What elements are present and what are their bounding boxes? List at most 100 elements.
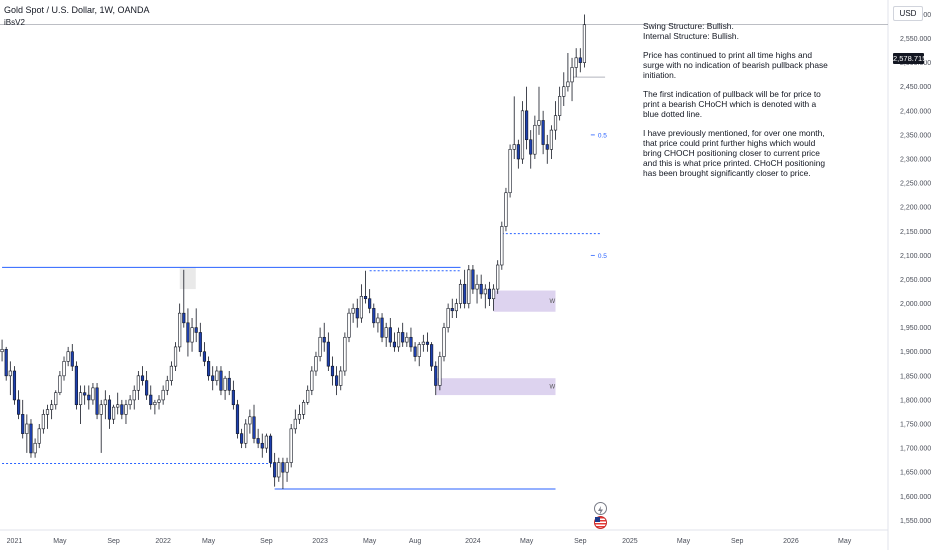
- candle-body: [417, 344, 421, 357]
- candle-body: [301, 402, 306, 415]
- lightning-icon[interactable]: [594, 502, 607, 515]
- candle-body: [578, 57, 582, 63]
- x-tick-label: 2025: [622, 538, 638, 545]
- candle-body: [219, 370, 223, 391]
- candle-body: [574, 57, 578, 68]
- candle-body: [529, 139, 533, 155]
- currency-button[interactable]: USD: [893, 6, 923, 21]
- candle-body: [380, 317, 384, 338]
- candle-body: [21, 414, 25, 434]
- candle-body: [541, 120, 545, 145]
- candle-body: [128, 399, 132, 406]
- candle-body: [240, 433, 244, 444]
- x-tick-label: 2021: [7, 538, 23, 545]
- candle-body: [487, 288, 492, 300]
- candle-body: [231, 389, 235, 406]
- y-tick-label: 2,450.000: [900, 84, 931, 91]
- candle-body: [244, 423, 248, 444]
- x-tick-label: 2026: [783, 538, 799, 545]
- candle-body: [372, 308, 376, 324]
- candle-body: [161, 389, 165, 401]
- candle-body: [223, 377, 227, 391]
- candle-body: [582, 24, 587, 63]
- y-tick-label: 2,200.000: [900, 205, 931, 212]
- candle-body: [446, 308, 450, 328]
- y-tick-label: 2,300.000: [900, 157, 931, 164]
- x-tick-label: May: [677, 538, 691, 545]
- candle-body: [178, 312, 182, 348]
- candle-body: [8, 370, 12, 377]
- x-tick-label: May: [520, 538, 534, 545]
- candle-body: [430, 344, 434, 367]
- candle-body: [438, 356, 442, 386]
- candle-body: [442, 327, 446, 357]
- y-tick-label: 2,550.000: [900, 36, 931, 43]
- candle-body: [339, 370, 343, 386]
- candle-body: [45, 409, 50, 415]
- x-tick-label: 2022: [155, 538, 171, 545]
- candle-body: [496, 264, 500, 290]
- ote-label: 0.5: [598, 132, 607, 139]
- candle-body: [157, 399, 161, 403]
- candle-body: [475, 283, 479, 290]
- candle-body: [4, 349, 8, 377]
- note-paragraph: Price has continued to print all time hi…: [643, 50, 828, 80]
- candle-body: [17, 399, 21, 415]
- candle-body: [562, 86, 566, 97]
- candle-body: [405, 336, 409, 343]
- candle-body: [140, 375, 145, 381]
- candle-body: [74, 365, 78, 406]
- candle-body: [149, 394, 153, 406]
- candle-body: [33, 442, 37, 454]
- last-price-tag: 2,578.715: [893, 53, 927, 64]
- candle-body: [467, 269, 471, 304]
- candle-body: [508, 149, 512, 194]
- candle-body: [454, 303, 458, 312]
- candle-body: [566, 81, 570, 88]
- x-tick-label: May: [838, 538, 852, 545]
- candle-body: [99, 404, 103, 415]
- candle-body: [425, 341, 430, 345]
- candle-body: [314, 356, 318, 372]
- candle-body: [273, 462, 277, 478]
- candle-body: [479, 283, 483, 295]
- candle-body: [58, 375, 62, 393]
- y-tick-label: 1,950.000: [900, 325, 931, 332]
- candle-body: [120, 404, 124, 415]
- note-paragraph: Swing Structure: Bullish. Internal Struc…: [643, 21, 739, 41]
- candle-body: [66, 351, 70, 362]
- candle-body: [235, 404, 240, 434]
- indicator-label[interactable]: iBsV2: [4, 18, 25, 27]
- candle-body: [306, 389, 310, 403]
- y-tick-label: 2,100.000: [900, 253, 931, 260]
- candle-body: [95, 387, 99, 415]
- candle-body: [392, 341, 397, 348]
- candle-body: [256, 438, 260, 444]
- candle-body: [347, 312, 351, 338]
- x-tick-label: May: [202, 538, 216, 545]
- candle-body: [202, 351, 207, 362]
- x-tick-label: Sep: [731, 538, 744, 545]
- candle-body: [91, 387, 95, 401]
- x-tick-label: Sep: [260, 538, 273, 545]
- candle-body: [103, 399, 107, 406]
- candle-body: [525, 110, 529, 141]
- y-tick-label: 1,600.000: [900, 494, 931, 501]
- candle-body: [491, 288, 496, 300]
- candle-body: [173, 346, 178, 367]
- y-tick-label: 1,850.000: [900, 373, 931, 380]
- candle-body: [512, 144, 516, 150]
- candle-body: [297, 414, 302, 420]
- candle-body: [248, 416, 252, 425]
- candle-body: [318, 336, 322, 357]
- candle-body: [136, 375, 140, 391]
- zone-label: W: [550, 299, 556, 305]
- candle-body: [335, 375, 339, 386]
- candle-body: [54, 392, 58, 406]
- candle-body: [182, 312, 186, 324]
- y-tick-label: 2,350.000: [900, 132, 931, 139]
- demand-zone: [493, 290, 556, 312]
- candle-body: [277, 462, 281, 478]
- us-flag-icon[interactable]: [594, 516, 607, 529]
